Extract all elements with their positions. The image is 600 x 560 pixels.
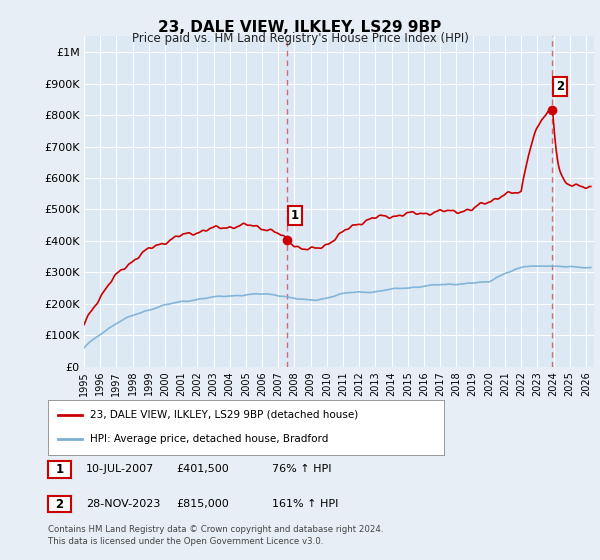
Text: 76% ↑ HPI: 76% ↑ HPI (272, 464, 331, 474)
Text: 28-NOV-2023: 28-NOV-2023 (86, 499, 160, 509)
Text: £401,500: £401,500 (176, 464, 229, 474)
Text: 1: 1 (291, 209, 299, 222)
Text: HPI: Average price, detached house, Bradford: HPI: Average price, detached house, Brad… (89, 435, 328, 444)
Text: Price paid vs. HM Land Registry's House Price Index (HPI): Price paid vs. HM Land Registry's House … (131, 32, 469, 45)
Text: 23, DALE VIEW, ILKLEY, LS29 9BP: 23, DALE VIEW, ILKLEY, LS29 9BP (158, 20, 442, 35)
Text: Contains HM Land Registry data © Crown copyright and database right 2024.
This d: Contains HM Land Registry data © Crown c… (48, 525, 383, 546)
Text: £815,000: £815,000 (176, 499, 229, 509)
Text: 10-JUL-2007: 10-JUL-2007 (86, 464, 154, 474)
Text: 1: 1 (55, 463, 64, 476)
Text: 2: 2 (556, 80, 564, 94)
Text: 2: 2 (55, 497, 64, 511)
Text: 161% ↑ HPI: 161% ↑ HPI (272, 499, 338, 509)
Text: 23, DALE VIEW, ILKLEY, LS29 9BP (detached house): 23, DALE VIEW, ILKLEY, LS29 9BP (detache… (89, 410, 358, 419)
